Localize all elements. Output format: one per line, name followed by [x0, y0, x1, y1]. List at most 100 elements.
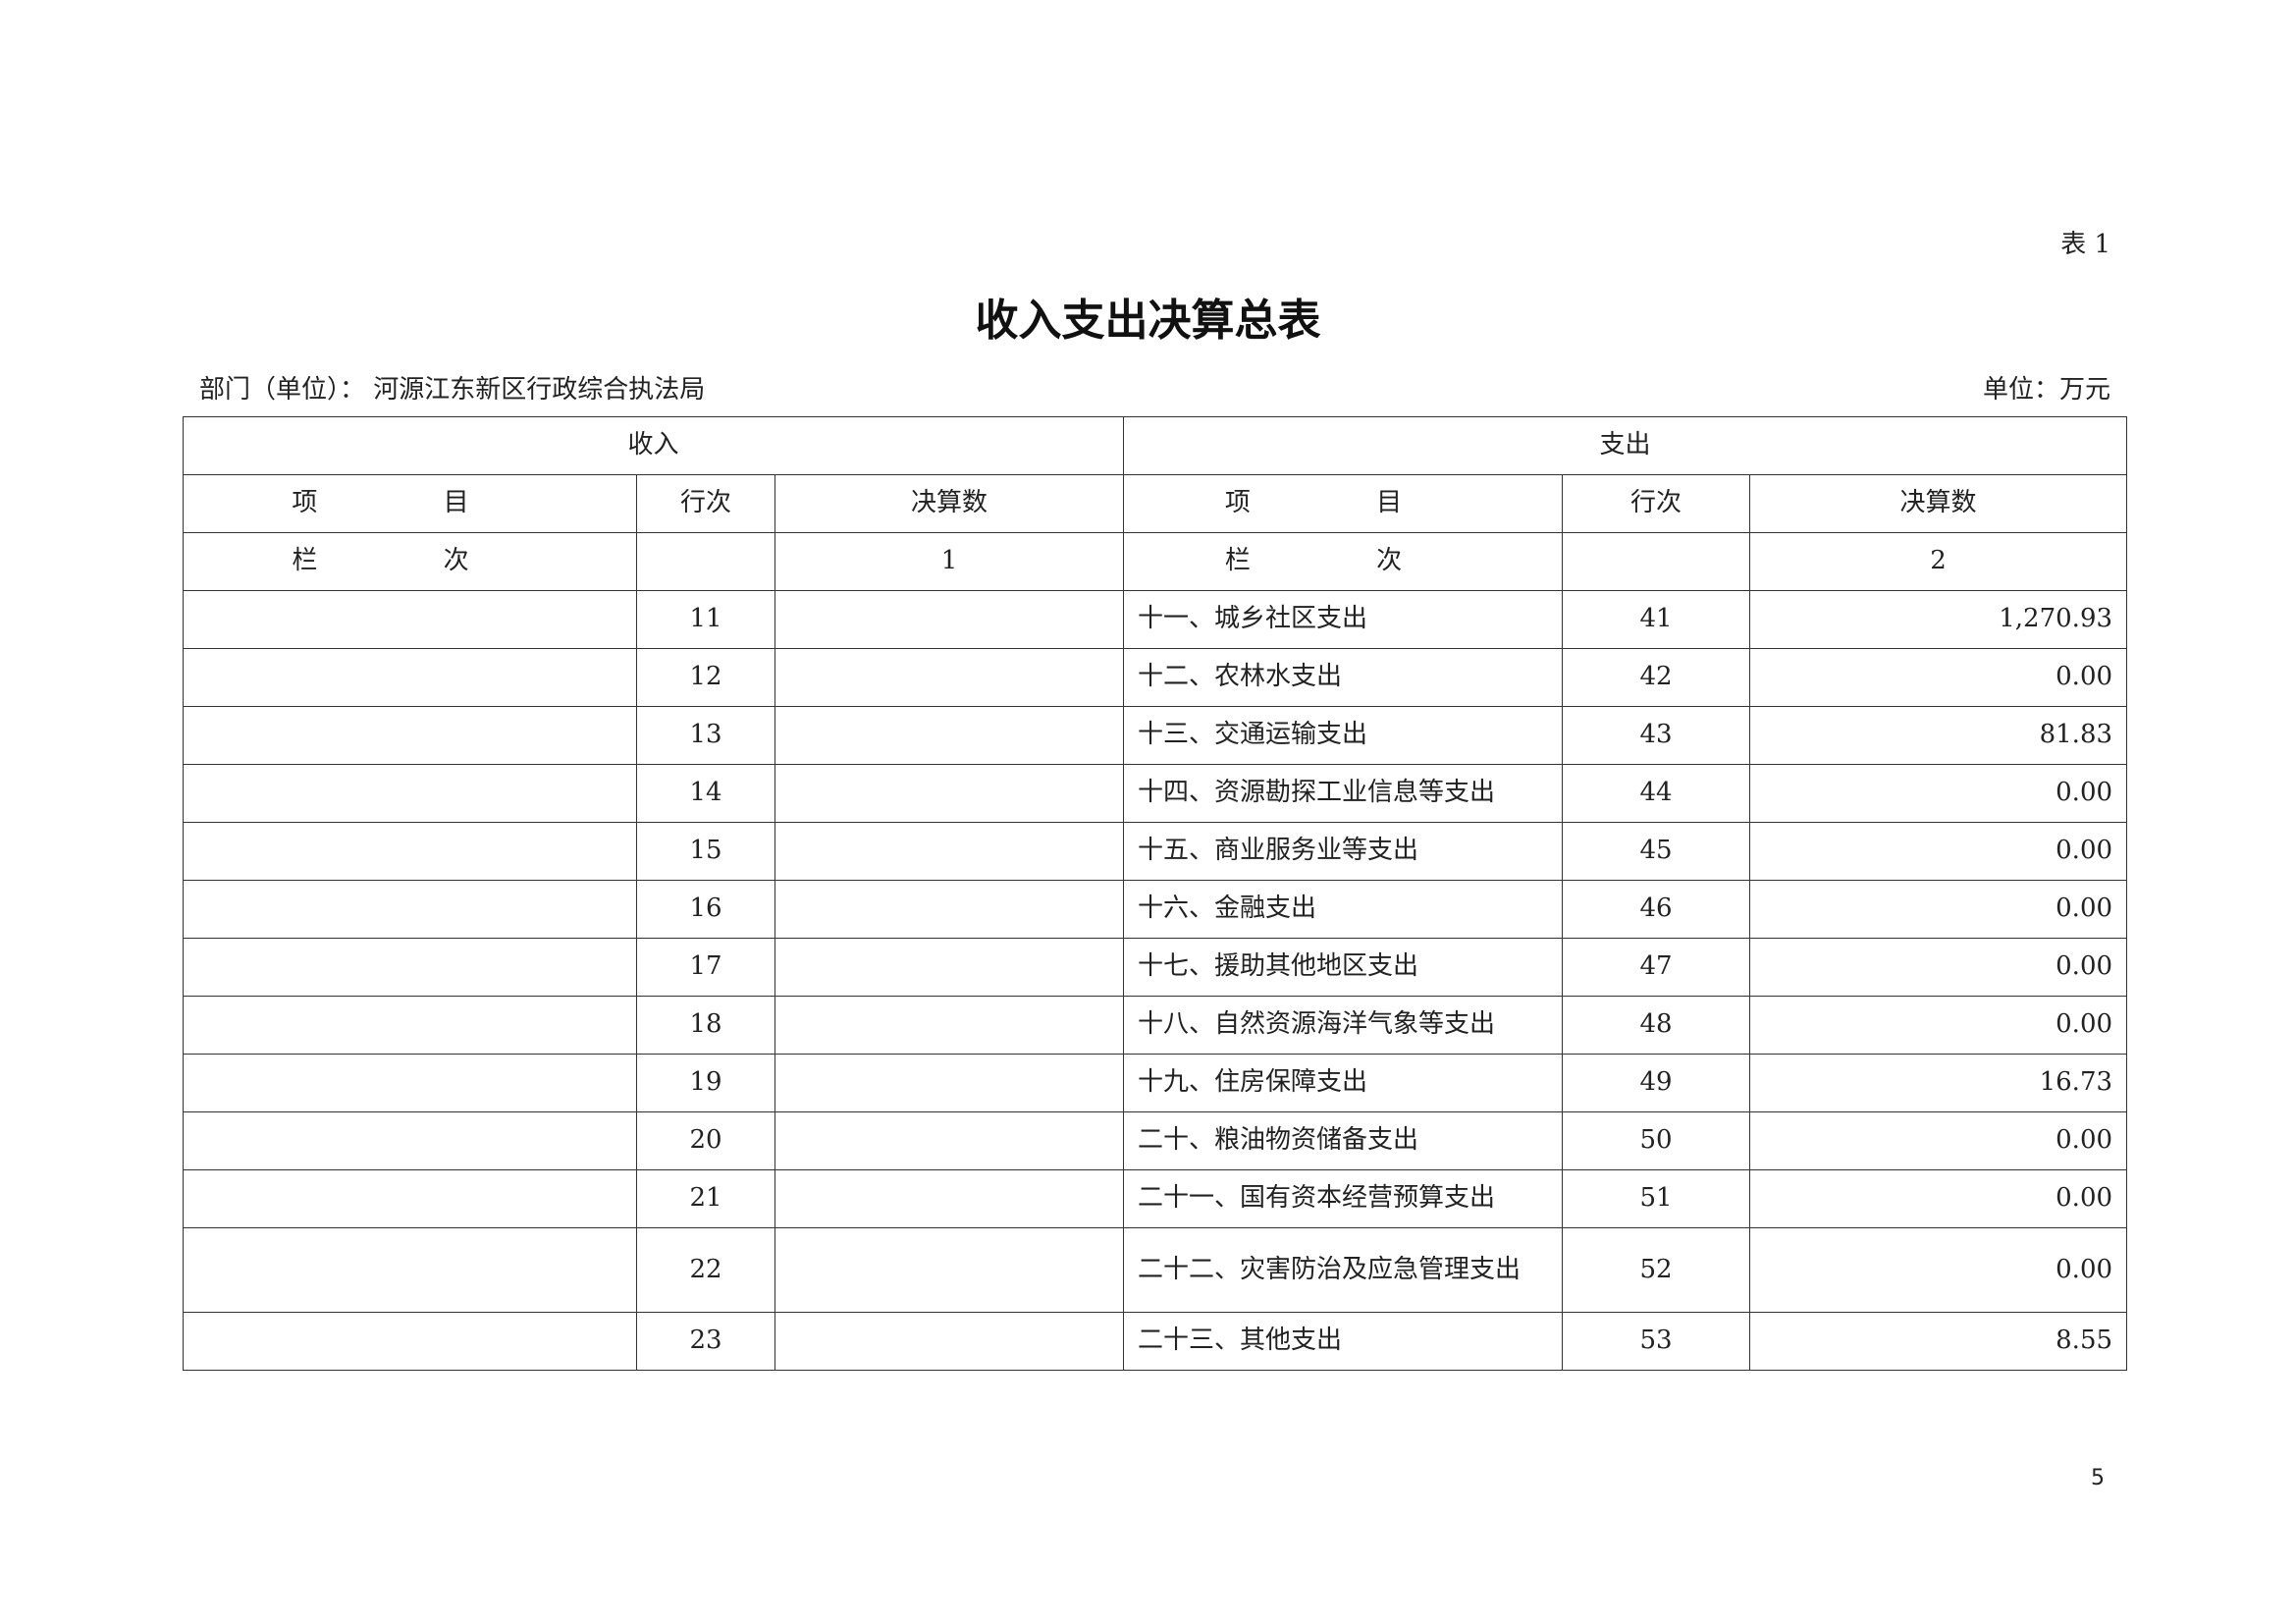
- income-column-label: 栏 次: [183, 532, 637, 591]
- income-amount: [774, 648, 1125, 707]
- income-amount-header: 决算数: [774, 474, 1125, 533]
- expense-row-no: 47: [1562, 938, 1751, 997]
- header-row-section: 收入 支出: [182, 416, 2128, 475]
- table-row: 14 十四、资源勘探工业信息等支出 44 0.00: [183, 764, 2128, 823]
- expense-amount: 16.73: [1749, 1054, 2128, 1112]
- expense-amount: 0.00: [1749, 1227, 2128, 1313]
- income-row-no-blank: [636, 532, 775, 591]
- income-row-no: 16: [636, 880, 775, 939]
- expense-row-no: 50: [1562, 1111, 1751, 1170]
- expense-amount: 81.83: [1749, 706, 2128, 765]
- income-row-no: 14: [636, 764, 775, 823]
- income-item: [183, 996, 637, 1055]
- income-row-no: 18: [636, 996, 775, 1055]
- table-row: 17 十七、援助其他地区支出 47 0.00: [183, 938, 2128, 997]
- income-amount: [774, 822, 1125, 881]
- income-amount: [774, 1227, 1125, 1313]
- expense-row-no: 43: [1562, 706, 1751, 765]
- table-row: 12 十二、农林水支出 42 0.00: [183, 648, 2128, 707]
- expense-row-no-blank: [1562, 532, 1751, 591]
- income-row-no: 13: [636, 706, 775, 765]
- income-item: [183, 1111, 637, 1170]
- page-number: 5: [2091, 1466, 2105, 1490]
- income-item: [183, 1227, 637, 1313]
- income-item: [183, 822, 637, 881]
- income-item: [183, 590, 637, 649]
- income-row-no: 11: [636, 590, 775, 649]
- expense-item: 十九、住房保障支出: [1123, 1054, 1564, 1112]
- income-amount: [774, 1054, 1125, 1112]
- expense-row-no: 46: [1562, 880, 1751, 939]
- expense-amount: 0.00: [1749, 996, 2128, 1055]
- income-item: [183, 880, 637, 939]
- expense-item: 十六、金融支出: [1123, 880, 1564, 939]
- expense-item: 十一、城乡社区支出: [1123, 590, 1564, 649]
- expense-amount: 0.00: [1749, 648, 2128, 707]
- income-item: [183, 764, 637, 823]
- expense-row-no: 48: [1562, 996, 1751, 1055]
- income-amount: [774, 880, 1125, 939]
- expense-row-no: 44: [1562, 764, 1751, 823]
- income-amount: [774, 938, 1125, 997]
- expense-amount: 0.00: [1749, 1169, 2128, 1228]
- income-row-no: 21: [636, 1169, 775, 1228]
- table-row: 22 二十二、灾害防治及应急管理支出 52 0.00: [183, 1227, 2128, 1313]
- expense-row-no: 41: [1562, 590, 1751, 649]
- table-row: 11 十一、城乡社区支出 41 1,270.93: [183, 590, 2128, 649]
- income-amount: [774, 590, 1125, 649]
- income-column-number: 1: [774, 532, 1125, 591]
- income-row-no: 20: [636, 1111, 775, 1170]
- expense-column-label: 栏 次: [1123, 532, 1564, 591]
- income-row-no: 15: [636, 822, 775, 881]
- income-header: 收入: [182, 416, 1125, 475]
- income-item-header: 项 目: [183, 474, 637, 533]
- department-label: 部门（单位）： 河源江东新区行政综合执法局: [199, 375, 706, 405]
- expense-amount: 0.00: [1749, 938, 2128, 997]
- income-amount: [774, 1312, 1125, 1371]
- income-amount: [774, 764, 1125, 823]
- expense-row-no: 42: [1562, 648, 1751, 707]
- expense-row-no: 45: [1562, 822, 1751, 881]
- expense-column-number: 2: [1749, 532, 2128, 591]
- expense-item: 二十三、其他支出: [1123, 1312, 1564, 1371]
- table-row: 15 十五、商业服务业等支出 45 0.00: [183, 822, 2128, 881]
- expense-row-no: 51: [1562, 1169, 1751, 1228]
- expense-amount-header: 决算数: [1749, 474, 2128, 533]
- expense-row-no: 52: [1562, 1227, 1751, 1313]
- expense-amount: 0.00: [1749, 822, 2128, 881]
- expense-amount: 0.00: [1749, 764, 2128, 823]
- expense-item: 二十二、灾害防治及应急管理支出: [1123, 1227, 1564, 1313]
- expense-item: 十八、自然资源海洋气象等支出: [1123, 996, 1564, 1055]
- expense-row-no-header: 行次: [1562, 474, 1751, 533]
- table-row: 19 十九、住房保障支出 49 16.73: [183, 1054, 2128, 1112]
- page-title: 收入支出决算总表: [975, 296, 1321, 346]
- table-row: 16 十六、金融支出 46 0.00: [183, 880, 2128, 939]
- expense-amount: 0.00: [1749, 880, 2128, 939]
- income-row-no: 23: [636, 1312, 775, 1371]
- income-row-no: 19: [636, 1054, 775, 1112]
- header-row-column-numbers: 栏 次 1 栏 次 2: [183, 532, 2128, 591]
- unit-label: 单位：万元: [1982, 375, 2110, 405]
- income-row-no: 17: [636, 938, 775, 997]
- table-row: 13 十三、交通运输支出 43 81.83: [183, 706, 2128, 765]
- expense-amount: 1,270.93: [1749, 590, 2128, 649]
- header-row-columns: 项 目 行次 决算数 项 目 行次 决算数: [183, 474, 2128, 533]
- expense-item: 二十、粮油物资储备支出: [1123, 1111, 1564, 1170]
- income-item: [183, 1054, 637, 1112]
- income-item: [183, 938, 637, 997]
- table-row: 21 二十一、国有资本经营预算支出 51 0.00: [183, 1169, 2128, 1228]
- table-number: 表 1: [2060, 230, 2110, 259]
- income-item: [183, 706, 637, 765]
- expense-item: 十四、资源勘探工业信息等支出: [1123, 764, 1564, 823]
- expense-item: 十五、商业服务业等支出: [1123, 822, 1564, 881]
- expense-item: 十三、交通运输支出: [1123, 706, 1564, 765]
- expense-header: 支出: [1123, 416, 2128, 475]
- expense-row-no: 53: [1562, 1312, 1751, 1371]
- table-row: 23 二十三、其他支出 53 8.55: [183, 1312, 2128, 1371]
- expense-amount: 0.00: [1749, 1111, 2128, 1170]
- income-amount: [774, 1169, 1125, 1228]
- table-row: 18 十八、自然资源海洋气象等支出 48 0.00: [183, 996, 2128, 1055]
- income-amount: [774, 706, 1125, 765]
- expense-item-header: 项 目: [1123, 474, 1564, 533]
- income-expense-table: 收入 支出 项 目 行次 决算数 项 目 行次 决算数 栏 次 1 栏 次 2 …: [182, 416, 2128, 1371]
